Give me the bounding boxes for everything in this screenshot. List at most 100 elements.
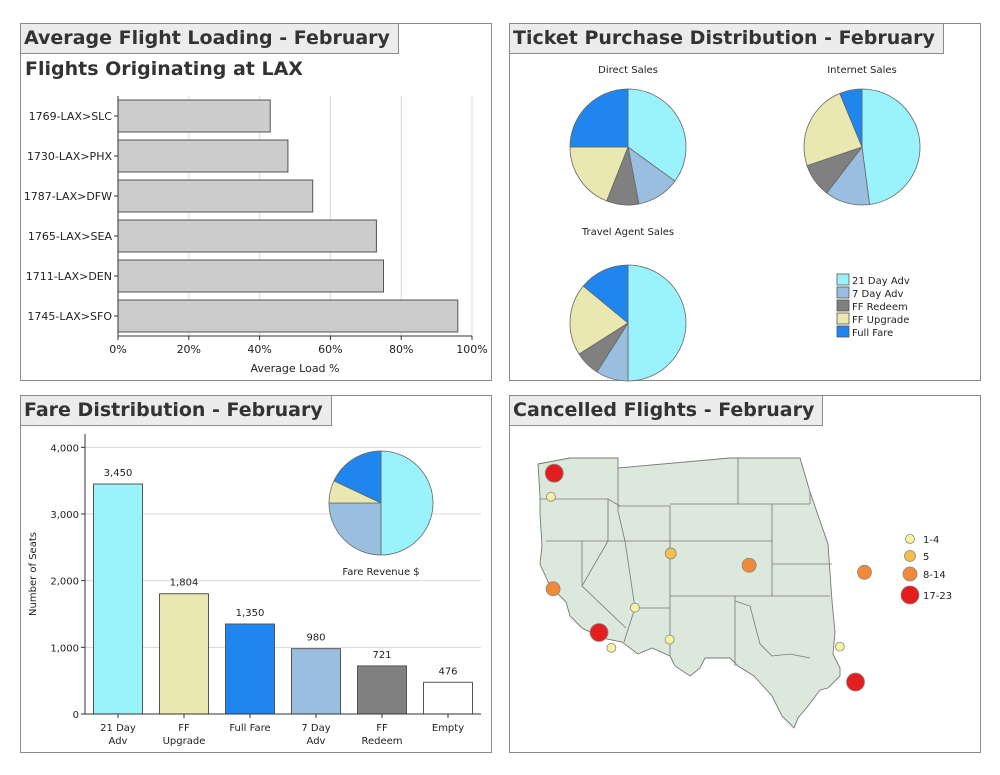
y-tick-label: 4,000	[50, 443, 79, 454]
ticket-pie-slice	[569, 88, 629, 148]
ticket-pie-slice	[582, 264, 629, 324]
ticket-pie-slice	[803, 92, 863, 167]
bar	[423, 681, 473, 715]
x-tick-label: 0%	[109, 343, 126, 356]
flight-loading-chart: 0% 20% 40% 60% 80% 100% 1769-LAX>SLC 1730-LAX>P…	[24, 96, 488, 375]
bar	[291, 648, 341, 715]
x-tick-label: 60%	[318, 343, 342, 356]
y-axis-label: Number of Seats	[28, 532, 39, 616]
pie-title: Direct Sales	[598, 65, 658, 76]
revenue-pie-slice	[333, 450, 382, 504]
ticket-pie-slice	[839, 88, 863, 148]
pie-title: Travel Agent Sales	[581, 227, 674, 238]
city-marker	[846, 672, 865, 692]
city-marker	[545, 581, 561, 597]
legend-label: FF Redeem	[852, 302, 908, 313]
state-border	[623, 607, 636, 643]
ticket-pie-slice	[861, 88, 921, 205]
x-tick-label: FF	[376, 723, 388, 734]
legend-label: 17-23	[923, 591, 952, 602]
city-marker	[664, 634, 675, 645]
y-tick-label: 1,000	[50, 643, 79, 654]
state-border	[581, 499, 627, 629]
legend-swatch	[836, 273, 850, 286]
bar	[117, 99, 271, 133]
legend-label: 7 Day Adv	[852, 289, 903, 300]
data-label: 980	[306, 633, 325, 644]
y-tick-label: 1711-LAX>DEN	[26, 270, 112, 283]
bar	[159, 593, 209, 715]
city-marker	[629, 602, 640, 613]
data-label: 1,804	[170, 578, 199, 589]
x-tick-label: 100%	[456, 343, 487, 356]
city-marker	[834, 641, 845, 652]
city-marker	[545, 491, 556, 502]
data-label: 1,350	[236, 608, 265, 619]
city-marker	[589, 623, 609, 642]
y-tick-label: 1769-LAX>SLC	[29, 110, 113, 123]
ticket-distribution-chart: Direct Sales Internet Sales Travel Agent S…	[569, 65, 921, 382]
x-tick-label: Redeem	[361, 736, 402, 747]
ticket-pie-slice	[569, 285, 629, 355]
x-axis-label: Average Load %	[250, 362, 339, 375]
pie-title: Internet Sales	[827, 65, 897, 76]
x-tick-label: Adv	[109, 736, 128, 747]
data-label: 721	[372, 650, 391, 661]
bar	[357, 665, 407, 715]
ticket-distribution-title: Ticket Purchase Distribution - February	[510, 24, 944, 54]
cancelled-flights-panel: Cancelled Flights - February 1-4 5 8-14 17-…	[509, 395, 981, 753]
bar	[117, 219, 377, 253]
x-tick-label: Full Fare	[229, 723, 270, 734]
state-border	[618, 505, 671, 541]
state-border	[617, 468, 626, 542]
revenue-pie-slice	[380, 450, 434, 556]
legend-swatch	[836, 312, 850, 325]
legend-label: 5	[923, 552, 929, 563]
map-land	[537, 457, 841, 729]
y-tick-label: 1787-LAX>DFW	[24, 190, 112, 203]
bar	[93, 483, 143, 715]
state-border	[734, 600, 811, 659]
y-tick-label: 1745-LAX>SFO	[27, 310, 112, 323]
data-label: 476	[438, 666, 457, 677]
x-tick-label: Adv	[307, 736, 326, 747]
cancelled-flights-map: 1-4 5 8-14 17-23	[537, 457, 952, 729]
y-tick-label: 3,000	[50, 510, 79, 521]
city-marker	[857, 564, 872, 580]
inset-pie-title: Fare Revenue $	[342, 567, 419, 578]
city-marker	[664, 547, 677, 560]
bar	[117, 259, 384, 293]
legend-marker	[904, 550, 916, 562]
x-tick-label: 40%	[247, 343, 271, 356]
city-marker	[741, 557, 757, 573]
flight-loading-panel: Average Flight Loading - February Flight…	[20, 23, 492, 381]
legend-label: 8-14	[923, 570, 946, 581]
bar	[117, 179, 314, 213]
y-tick-label: 2,000	[50, 577, 79, 588]
bar	[225, 623, 275, 715]
legend-label: 1-4	[923, 535, 939, 546]
revenue-pie-slice	[328, 502, 382, 556]
legend-marker	[905, 534, 915, 544]
legend-label: FF Upgrade	[852, 315, 909, 326]
fare-distribution-title: Fare Distribution - February	[21, 396, 332, 426]
ticket-pie-slice	[627, 264, 687, 382]
x-tick-label: 80%	[389, 343, 413, 356]
legend-label: Full Fare	[852, 328, 893, 339]
x-tick-label: 20%	[177, 343, 201, 356]
y-tick-label: 0	[73, 710, 79, 721]
city-marker	[606, 642, 617, 653]
fare-distribution-chart: 0 1,000 2,000 3,000 4,000 3,450 21 Day Adv 1,804…	[28, 434, 481, 747]
legend-label: 21 Day Adv	[852, 276, 910, 287]
x-tick-label: 21 Day	[100, 723, 136, 734]
x-tick-label: Empty	[432, 723, 464, 734]
flight-loading-subtitle: Flights Originating at LAX	[25, 58, 303, 80]
fare-distribution-panel: Fare Distribution - February 0 1,000 2,000…	[20, 395, 492, 753]
y-tick-label: 1765-LAX>SEA	[28, 230, 113, 243]
ticket-pie-slice	[627, 88, 687, 182]
ticket-pie-slice	[569, 146, 629, 202]
city-marker	[544, 463, 564, 483]
legend-swatch	[836, 286, 850, 299]
data-label: 3,450	[104, 468, 133, 479]
y-tick-label: 1730-LAX>PHX	[27, 150, 113, 163]
